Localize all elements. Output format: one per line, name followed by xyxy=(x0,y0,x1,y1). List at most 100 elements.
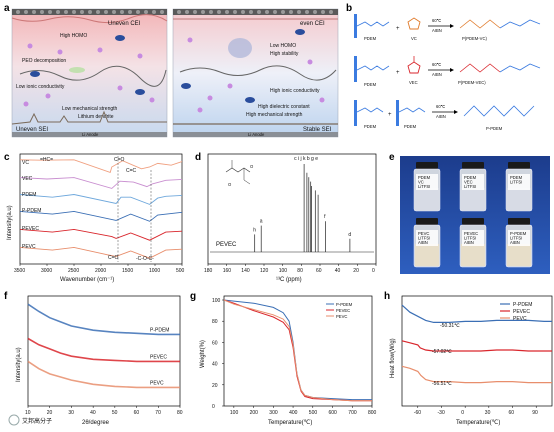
pdem-chain-1 xyxy=(356,21,390,27)
tga-xtick-label: 100 xyxy=(230,410,239,416)
ftir-label-pevc: PEVC xyxy=(22,244,36,250)
pevec-structure: O O xyxy=(225,160,254,187)
molecules-right xyxy=(181,29,305,103)
xrd-label-pevc: PEVC xyxy=(150,380,164,386)
reactant1-3: PDEM xyxy=(364,124,377,129)
tga-xtick-label: 300 xyxy=(269,410,278,416)
ftir-xtick-label: 1000 xyxy=(149,268,160,274)
vial-label-text: LiTFSI xyxy=(510,180,522,185)
tga-xtick-label: 500 xyxy=(309,410,318,416)
label-high-dielectric: High dielectric constant xyxy=(258,104,310,110)
vial-liquid xyxy=(461,188,485,210)
xrd-label-p-pdem: P-PDEM xyxy=(150,327,169,333)
dsc-xtick-label: -30 xyxy=(438,410,445,416)
nmr-peak-label-f: f xyxy=(324,214,326,220)
nmr-xtick-label: 0 xyxy=(372,268,375,274)
dsc-xtick-label: 60 xyxy=(509,410,515,416)
ftir-xtick-label: 1500 xyxy=(122,268,133,274)
tga-line-p-pdem xyxy=(223,299,372,401)
nmr-spectrum xyxy=(210,164,374,253)
tga-xtick-label: 400 xyxy=(289,410,298,416)
ftir-series-labels: VC VEC PDEM P-PDEM PEVEC PEVC xyxy=(22,160,41,250)
vial-cap xyxy=(462,218,484,225)
ftir-line-pdem xyxy=(19,194,183,205)
dsc-xtick-label: 30 xyxy=(485,410,491,416)
dsc-line-p-pdem xyxy=(401,304,552,323)
vial-label-text: AIBN xyxy=(418,240,428,245)
dsc-line-pevec xyxy=(401,340,552,352)
plot-frame-f xyxy=(27,295,181,407)
tga-ytick-label: 60 xyxy=(212,340,218,346)
vial-label-sticker xyxy=(416,174,438,190)
panel-g: g 100 200 300 400 500 600 700 800 0 20 40 60 80 100 P… xyxy=(190,291,377,426)
panel-label-d: d xyxy=(195,152,201,163)
ftir-label-p-pdem: P-PDEM xyxy=(22,208,41,214)
plot-frame-c xyxy=(19,153,183,265)
ftir-xtick-label: 3500 xyxy=(14,268,25,274)
annot-coc: -C-O-C- xyxy=(136,256,154,262)
ftir-line-pevec xyxy=(19,228,183,241)
vial-label-text: AIBN xyxy=(464,240,474,245)
decomposition-spot xyxy=(69,67,85,73)
vial-label-text: PDEM xyxy=(418,175,431,180)
panel-label-h: h xyxy=(384,291,390,302)
cond-bottom-3: AIBN xyxy=(436,114,446,119)
label-li-anode-right: Li Anode xyxy=(248,132,265,137)
vial-label-text: LiTFSI xyxy=(418,236,430,241)
pdem-backbone-3 xyxy=(354,100,357,126)
tga-xtick-label: 600 xyxy=(329,410,338,416)
vial-liquid xyxy=(507,244,531,266)
product-chain-2 xyxy=(459,63,501,73)
vc-ring xyxy=(407,17,421,30)
xrd-line-pevc xyxy=(27,360,180,389)
vial-label-text: LiTFSI xyxy=(464,236,476,241)
annot-co-bottom: C=O xyxy=(108,255,119,261)
vial-label-text: PEVEC xyxy=(464,231,478,236)
pdem-chain-3b xyxy=(398,107,426,113)
watermark-logo-icon xyxy=(8,414,20,426)
xrd-series-labels: P-PDEM PEVEC PEVC xyxy=(150,327,169,386)
plot-frame-g xyxy=(223,295,373,407)
cond-bottom-1: AIBN xyxy=(432,28,442,33)
vial-label-text: PDEM xyxy=(510,175,523,180)
xrd-xtick-label: 20 xyxy=(47,410,53,416)
arrow-head-3 xyxy=(454,110,458,114)
dsc-legend-p-pdem: P-PDEM xyxy=(513,302,532,308)
xlabel-h: Temperature(℃) xyxy=(456,420,500,426)
vial-label-text: VC xyxy=(418,180,424,185)
ftir-label-pdem: PDEM xyxy=(22,192,36,198)
ftir-label-pevec: PEVEC xyxy=(22,226,39,232)
label-low-mech: Low mechanical strength xyxy=(62,106,118,112)
xrd-label-pevec: PEVEC xyxy=(150,354,167,360)
ftir-line-vec xyxy=(19,177,183,189)
annot-cc: C=C xyxy=(126,168,137,174)
ftir-line-pevc xyxy=(19,246,183,259)
tga-ytick-label: 80 xyxy=(212,319,218,325)
watermark-text: 艾邦高分子 xyxy=(22,417,52,425)
pdem-backbone-3b xyxy=(396,100,399,126)
nmr-xtick-label: 180 xyxy=(204,268,213,274)
reactant2-1: VC xyxy=(411,36,417,41)
label-low-homo: Low HOMO xyxy=(270,43,296,49)
nmr-xtick-label: 120 xyxy=(260,268,269,274)
nmr-peak-group-label: c i j k b g e xyxy=(294,156,318,162)
dsc-legend-pevec: PEVEC xyxy=(513,309,530,315)
panel-label-c: c xyxy=(4,152,10,163)
watermark: 艾邦高分子 xyxy=(8,414,52,426)
vial-label-text: PDEM xyxy=(464,175,477,180)
vial-photo: PDEMVCLiTFSIPDEMVECLiTFSIPDEMLiTFSIPEVCL… xyxy=(413,162,533,268)
label-stable-sei: Stable SEI xyxy=(303,127,332,133)
product-3: P-PDEM xyxy=(486,126,503,131)
vial-label-text: LiTFSI xyxy=(418,184,430,189)
dsc-xtick-label: 0 xyxy=(461,410,464,416)
xrd-curves xyxy=(27,303,180,389)
cond-top-3: 60℃ xyxy=(436,104,446,109)
product-2: P(PDEM-VEC) xyxy=(458,80,486,85)
ftir-xtick-label: 2000 xyxy=(95,268,106,274)
panel-label-f: f xyxy=(4,291,8,302)
panel-f: f P-PDEM PEVEC PEVC 10 20 30 40 50 60 70 80 Inten… xyxy=(4,291,183,426)
tga-xtick-label: 200 xyxy=(250,410,259,416)
tga-xtick-label: 800 xyxy=(368,410,377,416)
li-anode-left xyxy=(12,132,167,137)
